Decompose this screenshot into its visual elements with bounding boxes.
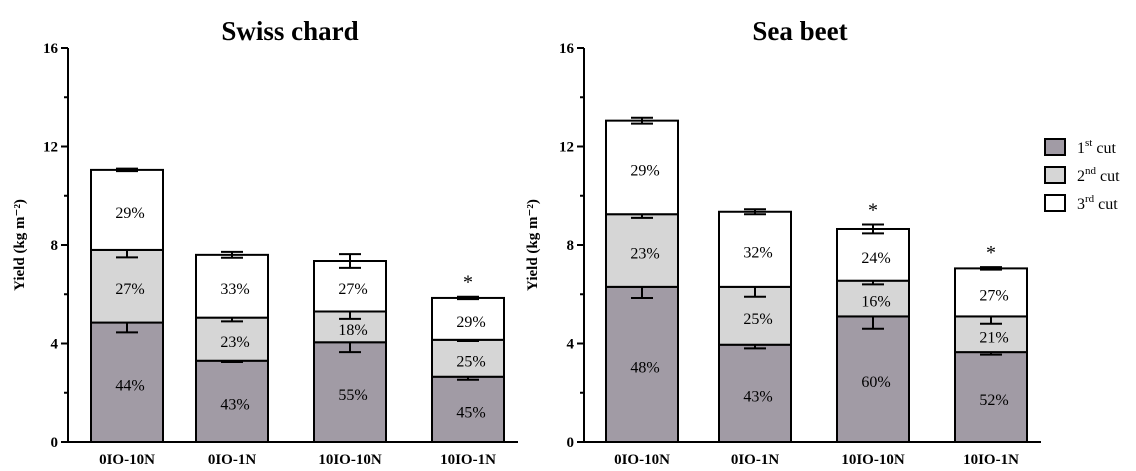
legend-rest: cut (1092, 140, 1116, 157)
legend-label: 1st cut (1077, 137, 1116, 157)
significance-marker: * (986, 242, 996, 264)
legend-swatch (1045, 167, 1065, 183)
x-tick-label: 10IO-1N (963, 452, 1019, 468)
legend-ordinal: 3 (1077, 196, 1085, 213)
y-tick-label: 0 (51, 435, 59, 451)
legend-superscript: st (1085, 137, 1092, 149)
y-tick-label: 12 (559, 140, 574, 156)
y-tick-label: 8 (51, 238, 59, 254)
legend-item: 2nd cut (1045, 165, 1120, 185)
x-tick-label: 0IO-10N (614, 452, 670, 468)
data-label: 24% (861, 250, 890, 267)
data-label: 27% (979, 287, 1008, 304)
significance-marker: * (868, 200, 878, 222)
data-label: 23% (630, 246, 659, 263)
legend-label: 3rd cut (1077, 193, 1118, 213)
y-tick-label: 16 (43, 41, 59, 57)
data-label: 27% (338, 281, 367, 298)
legend-item: 3rd cut (1045, 193, 1118, 213)
x-tick-label: 10IO-10N (318, 452, 382, 468)
data-label: 48% (630, 359, 659, 376)
y-tick-label: 4 (567, 337, 575, 353)
x-tick-label: 10IO-1N (440, 452, 496, 468)
x-tick-label: 0IO-1N (208, 452, 257, 468)
significance-marker: * (463, 272, 473, 294)
data-label: 44% (115, 377, 144, 394)
data-label: 27% (115, 281, 144, 298)
chart-title: Sea beet (752, 16, 847, 46)
data-label: 32% (743, 244, 772, 261)
data-label: 29% (630, 162, 659, 179)
chart-swiss-chard: Swiss chard Yield (kg m⁻²) 0 4 8 12 16 44% 27% 29… (12, 16, 518, 468)
y-tick-label: 8 (567, 238, 575, 254)
data-label: 43% (220, 396, 249, 413)
legend-ordinal: 1 (1077, 140, 1085, 157)
legend-swatch (1045, 195, 1065, 211)
legend-item: 1st cut (1045, 137, 1116, 157)
y-tick-label: 12 (43, 140, 58, 156)
data-label: 21% (979, 329, 1008, 346)
legend-rest: cut (1096, 168, 1120, 185)
data-label: 18% (338, 322, 367, 339)
x-tick-label: 0IO-10N (99, 452, 155, 468)
y-tick-label: 4 (51, 337, 59, 353)
legend-superscript: nd (1085, 165, 1097, 177)
data-label: 16% (861, 294, 890, 311)
data-label: 52% (979, 392, 1008, 409)
data-label: 25% (456, 353, 485, 370)
legend-rest: cut (1094, 196, 1118, 213)
data-label: 45% (456, 404, 485, 421)
y-tick-label: 0 (567, 435, 575, 451)
chart-title: Swiss chard (221, 16, 358, 46)
data-label: 43% (743, 388, 772, 405)
legend-label: 2nd cut (1077, 165, 1120, 185)
data-label: 60% (861, 374, 890, 391)
data-label: 55% (338, 387, 367, 404)
chart-sea-beet: Sea beet Yield (kg m⁻²) 0 4 8 12 16 48% 23% 29% 0I… (525, 16, 1041, 468)
data-label: 29% (456, 314, 485, 331)
x-tick-label: 10IO-10N (841, 452, 905, 468)
legend-swatch (1045, 139, 1065, 155)
y-tick-label: 16 (559, 41, 575, 57)
y-axis-label: Yield (kg m⁻²) (12, 199, 28, 291)
data-label: 23% (220, 334, 249, 351)
legend-ordinal: 2 (1077, 168, 1085, 185)
x-tick-label: 0IO-1N (731, 452, 780, 468)
data-label: 25% (743, 311, 772, 328)
y-axis-label: Yield (kg m⁻²) (525, 199, 541, 291)
data-label: 33% (220, 281, 249, 298)
data-label: 29% (115, 205, 144, 222)
